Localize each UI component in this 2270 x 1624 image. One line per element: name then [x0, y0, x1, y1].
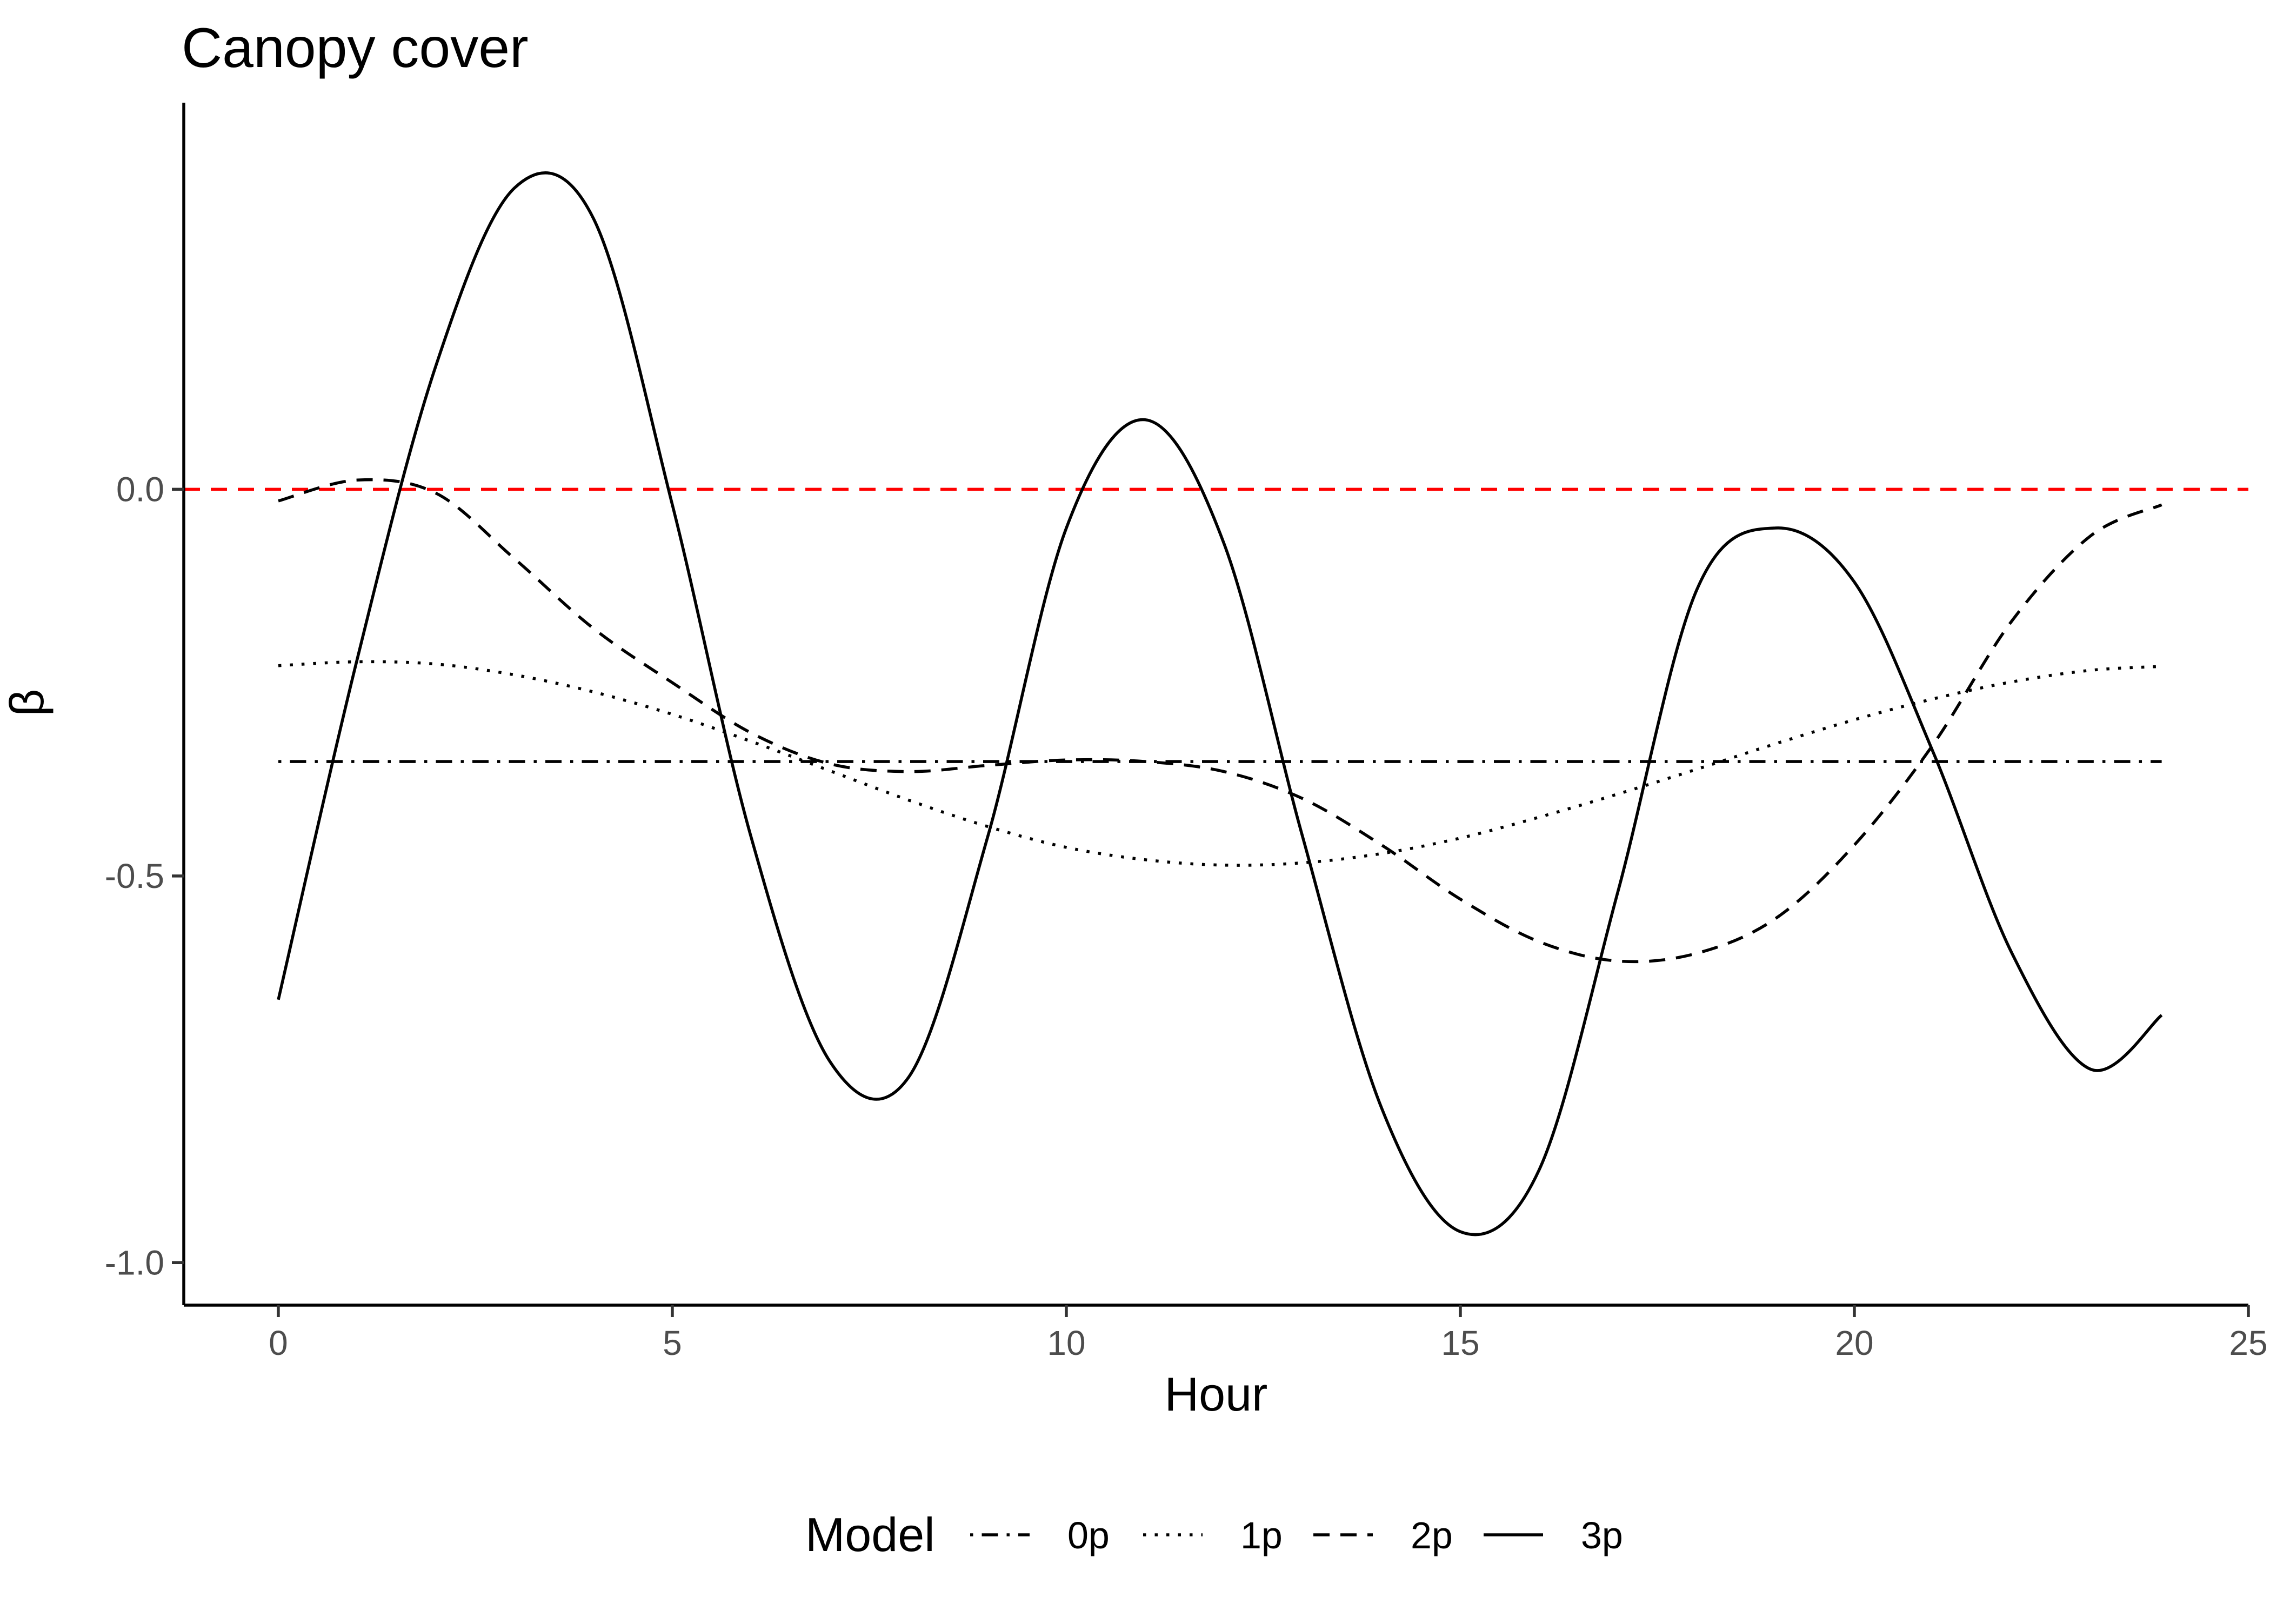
legend-title: Model [805, 1508, 935, 1561]
legend-label-3p: 3p [1581, 1514, 1623, 1556]
plot-area [184, 171, 2248, 1237]
legend: Model 0p 1p 2p 3p [805, 1508, 1623, 1561]
x-tick-label: 25 [2229, 1324, 2267, 1362]
series-line-3p [277, 171, 2163, 1237]
x-tick-label: 10 [1047, 1324, 1085, 1362]
x-tick-label: 5 [663, 1324, 682, 1362]
series-line-2p [278, 478, 2162, 964]
y-tick-label: -0.5 [105, 857, 164, 895]
series-line-1p [278, 660, 2162, 867]
y-tick-label: -1.0 [105, 1243, 164, 1282]
legend-label-1p: 1p [1240, 1514, 1283, 1556]
y-tick-label: 0.0 [116, 470, 164, 509]
x-axis-title: Hour [1165, 1367, 1268, 1421]
chart-title: Canopy cover [182, 17, 529, 79]
legend-label-0p: 0p [1067, 1514, 1110, 1556]
x-tick-label: 15 [1441, 1324, 1479, 1362]
axes: 0 5 10 15 20 25 -1.0 -0.5 0.0 [105, 103, 2268, 1362]
x-tick-label: 0 [269, 1324, 288, 1362]
legend-label-2p: 2p [1411, 1514, 1453, 1556]
x-tick-label: 20 [1835, 1324, 1873, 1362]
y-axis-title: β [0, 689, 54, 717]
